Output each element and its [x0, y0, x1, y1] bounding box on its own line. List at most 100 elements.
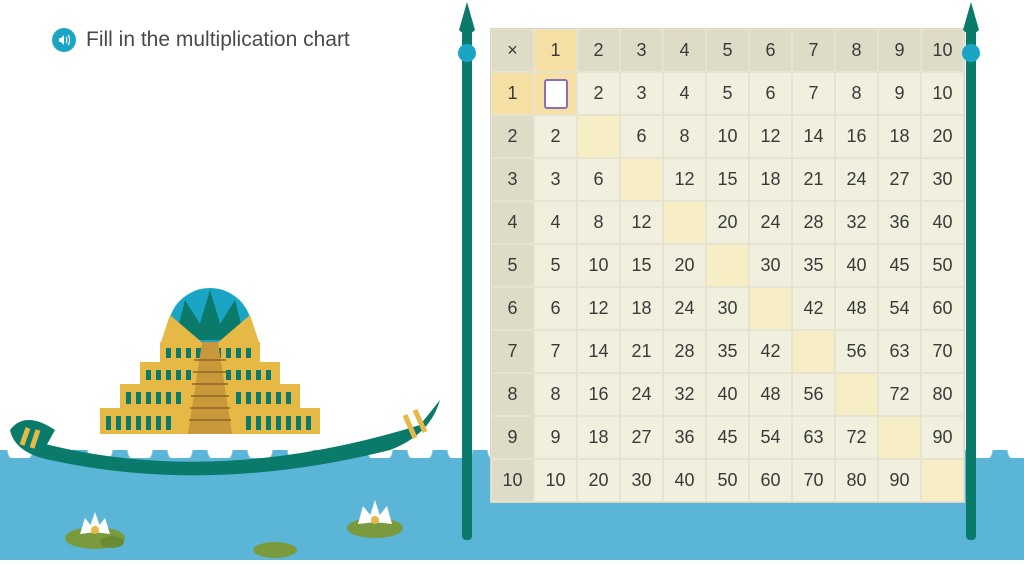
- chart-cell: 50: [706, 459, 749, 502]
- chart-cell: 56: [792, 373, 835, 416]
- chart-cell: 24: [620, 373, 663, 416]
- chart-cell: 48: [749, 373, 792, 416]
- chart-col-header: 9: [878, 29, 921, 72]
- chart-cell: 7: [534, 330, 577, 373]
- chart-cell: 27: [878, 158, 921, 201]
- chart-cell: 35: [706, 330, 749, 373]
- chart-cell: 50: [921, 244, 964, 287]
- sound-icon[interactable]: [52, 28, 76, 52]
- pole-ring-left: [458, 44, 476, 62]
- pole-top-left: [453, 2, 481, 42]
- chart-cell: 30: [620, 459, 663, 502]
- chart-col-header: 4: [663, 29, 706, 72]
- chart-col-header: 5: [706, 29, 749, 72]
- chart-empty-cell: [749, 287, 792, 330]
- prompt: Fill in the multiplication chart: [52, 28, 350, 52]
- chart-cell: 27: [620, 416, 663, 459]
- chart-cell: 6: [620, 115, 663, 158]
- chart-cell: 45: [706, 416, 749, 459]
- chart-cell: 80: [835, 459, 878, 502]
- chart-cell: 80: [921, 373, 964, 416]
- chart-row-header: 1: [491, 72, 534, 115]
- chart-cell: 6: [749, 72, 792, 115]
- chart-row-header: 8: [491, 373, 534, 416]
- chart-cell: 36: [663, 416, 706, 459]
- chart-col-header: 3: [620, 29, 663, 72]
- chart-cell: 16: [577, 373, 620, 416]
- chart-cell: 32: [663, 373, 706, 416]
- chart-cell: 4: [663, 72, 706, 115]
- chart-cell: 35: [792, 244, 835, 287]
- chart-cell: 28: [792, 201, 835, 244]
- chart-cell: 18: [577, 416, 620, 459]
- chart-cell: 70: [921, 330, 964, 373]
- chart-row-header: 7: [491, 330, 534, 373]
- chart-cell: 16: [835, 115, 878, 158]
- chart-cell: 40: [835, 244, 878, 287]
- chart-cell: 2: [577, 72, 620, 115]
- chart-corner: ×: [491, 29, 534, 72]
- chart-cell: 15: [706, 158, 749, 201]
- chart-cell: 12: [620, 201, 663, 244]
- chart-empty-cell: [792, 330, 835, 373]
- chart-cell: 63: [878, 330, 921, 373]
- chart-cell: 14: [577, 330, 620, 373]
- chart-cell: 8: [534, 373, 577, 416]
- chart-row-header: 2: [491, 115, 534, 158]
- chart-col-header: 2: [577, 29, 620, 72]
- chart-cell: 20: [663, 244, 706, 287]
- chart-cell: 20: [921, 115, 964, 158]
- chart-cell: 21: [620, 330, 663, 373]
- chart-cell: 2: [534, 115, 577, 158]
- chart-col-header: 7: [792, 29, 835, 72]
- chart-cell: 15: [620, 244, 663, 287]
- pole-ring-right: [962, 44, 980, 62]
- chart-cell: 8: [835, 72, 878, 115]
- chart-cell: 32: [835, 201, 878, 244]
- chart-cell: 20: [577, 459, 620, 502]
- chart-cell: 6: [577, 158, 620, 201]
- chart-cell: 72: [835, 416, 878, 459]
- chart-cell: 90: [921, 416, 964, 459]
- chart-cell: 20: [706, 201, 749, 244]
- chart-cell: 3: [620, 72, 663, 115]
- chart-cell: 10: [706, 115, 749, 158]
- chart-cell: 60: [749, 459, 792, 502]
- chart-cell: 60: [921, 287, 964, 330]
- chart-empty-cell: [620, 158, 663, 201]
- chart-cell: 42: [792, 287, 835, 330]
- chart-cell: 7: [792, 72, 835, 115]
- chart-input-cell[interactable]: [534, 72, 577, 115]
- chart-cell: 40: [921, 201, 964, 244]
- chart-cell: 45: [878, 244, 921, 287]
- lily-2: [240, 510, 310, 565]
- chart-cell: 30: [706, 287, 749, 330]
- chart-cell: 9: [534, 416, 577, 459]
- chart-cell: 4: [534, 201, 577, 244]
- chart-cell: 12: [749, 115, 792, 158]
- boat-graphic: [10, 280, 440, 490]
- chart-cell: 56: [835, 330, 878, 373]
- chart-cell: 54: [878, 287, 921, 330]
- chart-cell: 21: [792, 158, 835, 201]
- chart-cell: 8: [663, 115, 706, 158]
- answer-input[interactable]: [544, 79, 568, 109]
- chart-cell: 6: [534, 287, 577, 330]
- chart-empty-cell: [921, 459, 964, 502]
- chart-empty-cell: [706, 244, 749, 287]
- pole-right: [966, 20, 976, 540]
- chart-cell: 24: [749, 201, 792, 244]
- chart-cell: 10: [577, 244, 620, 287]
- chart-cell: 63: [792, 416, 835, 459]
- chart-row-header: 6: [491, 287, 534, 330]
- chart-cell: 90: [878, 459, 921, 502]
- chart-row-header: 5: [491, 244, 534, 287]
- prompt-text: Fill in the multiplication chart: [86, 28, 350, 52]
- chart-cell: 36: [878, 201, 921, 244]
- chart-cell: 18: [749, 158, 792, 201]
- pole-left: [462, 20, 472, 540]
- chart-cell: 3: [534, 158, 577, 201]
- chart-cell: 54: [749, 416, 792, 459]
- chart-cell: 24: [663, 287, 706, 330]
- chart-cell: 18: [620, 287, 663, 330]
